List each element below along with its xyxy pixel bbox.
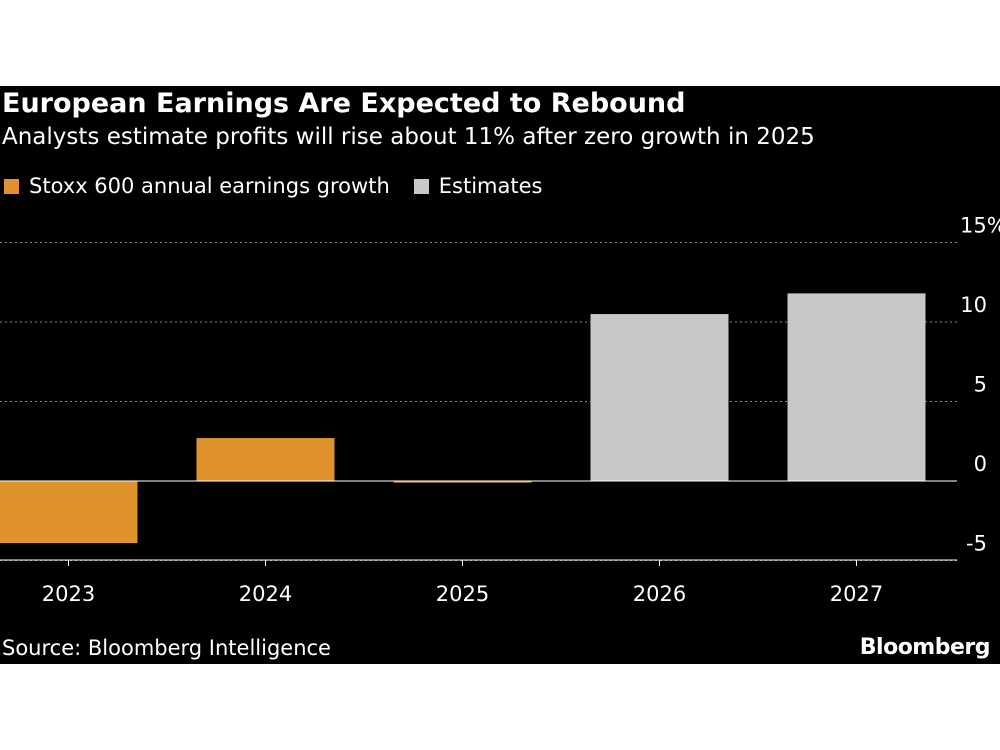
bar-2024: [196, 438, 335, 481]
bloomberg-logo: Bloomberg: [859, 635, 991, 660]
chart-subtitle: Analysts estimate profits will rise abou…: [2, 124, 815, 150]
bar-2026-estimate: [590, 314, 729, 481]
x-tick-label-2026: 2026: [633, 582, 686, 606]
legend-item-actual: Stoxx 600 annual earnings growth: [0, 174, 390, 198]
y-tick-label: 5: [974, 373, 987, 397]
y-tick-label: 15%: [960, 214, 1000, 238]
y-tick-label: -5: [966, 532, 987, 556]
bar-2025: [393, 481, 532, 483]
bar-2027-estimate: [787, 293, 926, 481]
legend-swatch-estimates: [413, 178, 429, 194]
x-tick-label-2027: 2027: [830, 582, 883, 606]
chart-title: European Earnings Are Expected to Reboun…: [2, 88, 686, 119]
x-tick-label-2024: 2024: [239, 582, 292, 606]
chart-plot: 15% 10 5 0 -5 2023 2024 2025 2026 2027: [0, 214, 1000, 606]
chart-panel: European Earnings Are Expected to Reboun…: [0, 86, 1000, 664]
legend-label-actual: Stoxx 600 annual earnings growth: [29, 174, 390, 198]
y-tick-label: 10: [960, 293, 987, 317]
source-note: Source: Bloomberg Intelligence: [2, 636, 331, 660]
legend-swatch-actual: [4, 178, 19, 194]
legend-item-estimates: Estimates: [410, 174, 543, 198]
legend-label-estimates: Estimates: [438, 174, 543, 198]
legend: Stoxx 600 annual earnings growth Estimat…: [0, 174, 562, 198]
y-tick-label: 0: [974, 452, 987, 476]
x-tick-label-2023: 2023: [42, 582, 95, 606]
x-tick-label-2025: 2025: [436, 582, 489, 606]
bar-2023: [0, 481, 138, 544]
